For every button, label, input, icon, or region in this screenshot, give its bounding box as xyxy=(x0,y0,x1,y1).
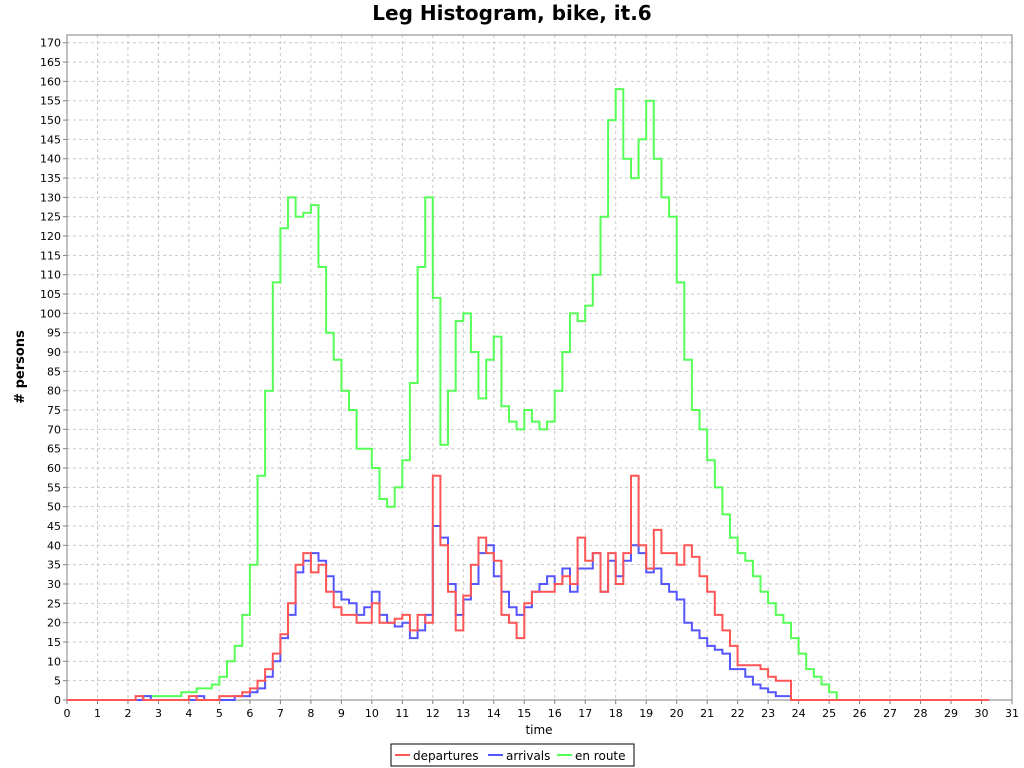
x-tick-label: 28 xyxy=(914,707,928,720)
legend-box xyxy=(390,743,635,767)
y-tick-label: 150 xyxy=(40,114,61,127)
y-tick-label: 170 xyxy=(40,37,61,50)
x-tick-label: 19 xyxy=(639,707,653,720)
x-tick-label: 14 xyxy=(487,707,501,720)
y-tick-label: 30 xyxy=(47,578,61,591)
x-tick-label: 15 xyxy=(517,707,531,720)
x-tick-label: 12 xyxy=(426,707,440,720)
x-tick-label: 9 xyxy=(338,707,345,720)
y-tick-label: 0 xyxy=(54,694,61,707)
x-axis: 0 1 2 3 4 5 6 7 8 9 10 11 12 13 14 15 16 17 18 19 20 21 22 23 24… xyxy=(64,700,1019,720)
x-axis-label: time xyxy=(525,723,552,737)
x-tick-label: 17 xyxy=(578,707,592,720)
legend-label-arrivals: arrivals xyxy=(506,749,550,763)
y-axis-label: # persons xyxy=(13,330,28,404)
x-tick-label: 0 xyxy=(64,707,71,720)
x-tick-label: 10 xyxy=(365,707,379,720)
y-tick-label: 25 xyxy=(47,597,61,610)
x-tick-label: 2 xyxy=(124,707,131,720)
y-tick-label: 155 xyxy=(40,95,61,108)
x-tick-label: 25 xyxy=(822,707,836,720)
chart-title: Leg Histogram, bike, it.6 xyxy=(372,1,651,25)
y-tick-label: 160 xyxy=(40,75,61,88)
x-tick-label: 27 xyxy=(883,707,897,720)
y-axis: 0 5 10 15 20 25 30 35 40 45 50 55 60 65 70 75 80 85 90 95 10… xyxy=(40,37,67,707)
y-tick-label: 55 xyxy=(47,481,61,494)
x-tick-label: 8 xyxy=(307,707,314,720)
y-tick-label: 100 xyxy=(40,307,61,320)
legend-label-departures: departures xyxy=(413,749,479,763)
y-tick-label: 165 xyxy=(40,56,61,69)
x-tick-label: 26 xyxy=(853,707,867,720)
y-tick-label: 125 xyxy=(40,211,61,224)
x-tick-label: 16 xyxy=(548,707,562,720)
y-tick-label: 45 xyxy=(47,520,61,533)
y-tick-label: 10 xyxy=(47,655,61,668)
x-tick-label: 11 xyxy=(395,707,409,720)
x-tick-label: 30 xyxy=(975,707,989,720)
series-layer xyxy=(67,88,990,701)
x-tick-label: 20 xyxy=(670,707,684,720)
x-tick-label: 23 xyxy=(761,707,775,720)
y-tick-label: 75 xyxy=(47,404,61,417)
series-line-arrivals xyxy=(67,525,990,701)
x-tick-label: 4 xyxy=(185,707,192,720)
y-tick-label: 115 xyxy=(40,249,61,262)
y-tick-label: 70 xyxy=(47,423,61,436)
y-tick-label: 140 xyxy=(40,153,61,166)
x-tick-label: 13 xyxy=(456,707,470,720)
y-tick-label: 5 xyxy=(54,675,61,688)
x-tick-label: 6 xyxy=(246,707,253,720)
plot-area xyxy=(66,34,1013,701)
y-tick-label: 110 xyxy=(40,269,61,282)
x-tick-label: 7 xyxy=(277,707,284,720)
y-tick-label: 60 xyxy=(47,462,61,475)
y-tick-label: 65 xyxy=(47,443,61,456)
x-tick-label: 24 xyxy=(792,707,806,720)
x-tick-label: 29 xyxy=(944,707,958,720)
y-tick-label: 105 xyxy=(40,288,61,301)
series-line-departures xyxy=(67,474,990,701)
y-tick-label: 130 xyxy=(40,191,61,204)
y-tick-label: 90 xyxy=(47,346,61,359)
y-tick-label: 20 xyxy=(47,617,61,630)
legend: departures arrivals en route xyxy=(390,743,635,767)
y-tick-label: 80 xyxy=(47,385,61,398)
x-tick-label: 21 xyxy=(700,707,714,720)
y-tick-label: 15 xyxy=(47,636,61,649)
y-tick-label: 135 xyxy=(40,172,61,185)
y-tick-label: 145 xyxy=(40,133,61,146)
y-tick-label: 50 xyxy=(47,501,61,514)
y-tick-label: 85 xyxy=(47,365,61,378)
x-tick-label: 31 xyxy=(1005,707,1019,720)
grid xyxy=(66,35,1013,701)
x-tick-label: 5 xyxy=(216,707,223,720)
y-tick-label: 120 xyxy=(40,230,61,243)
x-tick-label: 1 xyxy=(94,707,101,720)
y-tick-label: 35 xyxy=(47,559,61,572)
series-line-en-route xyxy=(67,88,990,701)
y-tick-label: 40 xyxy=(47,539,61,552)
x-tick-label: 3 xyxy=(155,707,162,720)
x-tick-label: 18 xyxy=(609,707,623,720)
y-tick-label: 95 xyxy=(47,327,61,340)
x-tick-label: 22 xyxy=(731,707,745,720)
legend-label-en-route: en route xyxy=(575,749,626,763)
